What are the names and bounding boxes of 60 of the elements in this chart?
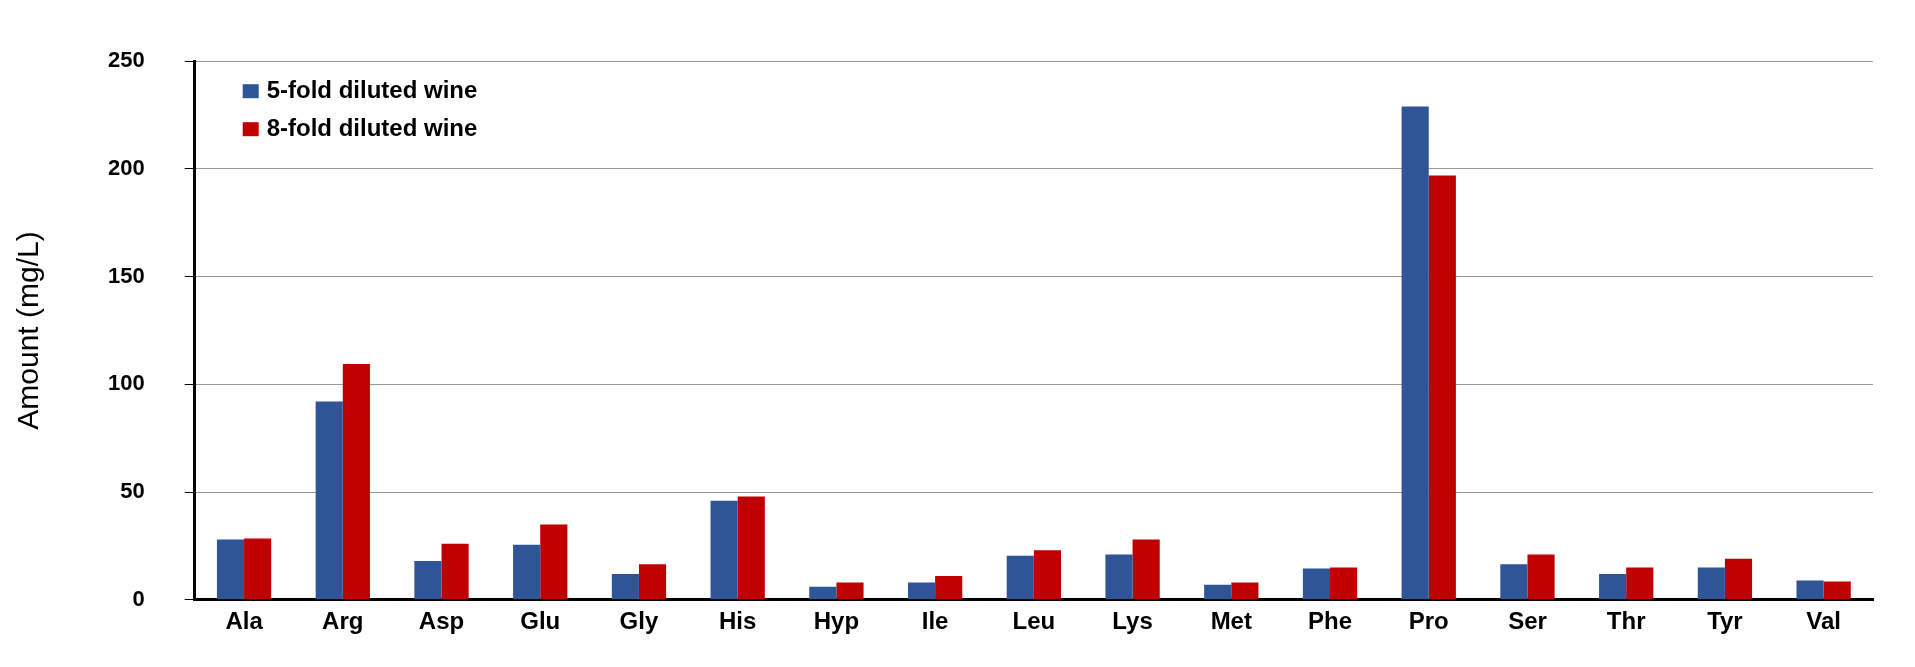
bar [1132,539,1160,600]
y-tick-label: 0 [132,585,145,611]
bar [1823,581,1851,600]
x-tick-label: Phe [1308,606,1353,634]
bar [1302,568,1331,600]
bar [1231,582,1259,600]
bar [414,561,442,600]
bar [216,539,245,600]
bar [1697,567,1725,600]
bar [809,586,837,600]
x-tick-label: Hyp [813,606,860,634]
bar [1330,567,1358,600]
bar [1204,584,1232,600]
x-tick-label: Val [1806,606,1841,634]
bar [710,500,738,600]
x-tick-label: Tyr [1707,606,1743,634]
x-tick-label: His [719,606,757,634]
x-tick-label: Glu [520,606,561,634]
bar [611,573,639,600]
bar [1796,580,1824,600]
bar [1033,550,1061,600]
bar [513,544,541,600]
bar [1105,554,1133,600]
x-tick-label: Ser [1508,606,1547,634]
bar [244,538,272,600]
x-tick-label: Asp [418,606,465,634]
x-tick-label: Thr [1606,606,1646,634]
bar [441,543,469,600]
y-tick-label: 150 [107,262,145,288]
bar [638,564,667,600]
x-tick-label: Arg [322,606,364,634]
bar [836,582,864,600]
y-tick-label: 200 [107,154,145,180]
x-tick-label: Met [1210,606,1252,634]
bar [1006,555,1034,600]
legend-label: 8-fold diluted wine [266,113,478,141]
bar [1599,573,1627,600]
bar [540,524,568,600]
bar [1724,558,1753,600]
y-tick-label: 50 [120,478,145,504]
x-tick-label: Gly [619,606,659,634]
bar [1428,175,1456,600]
bar [1626,567,1654,600]
bar [315,401,343,600]
x-tick-label: Pro [1408,606,1449,634]
bar [1500,564,1528,600]
bar [907,582,936,600]
x-tick-label: Ile [921,606,949,634]
y-tick-label: 100 [107,370,145,396]
bar [935,576,963,600]
y-tick-label: 250 [107,47,145,73]
bar [1401,106,1429,600]
x-tick-label: Ala [225,606,264,634]
bar [1527,554,1555,600]
bar [737,496,765,600]
x-tick-label: Lys [1112,606,1153,634]
bar [342,363,370,600]
legend-label: 5-fold diluted wine [266,75,478,103]
x-tick-label: Leu [1012,606,1056,634]
y-axis-title: Amount (mg/L) [11,231,45,430]
